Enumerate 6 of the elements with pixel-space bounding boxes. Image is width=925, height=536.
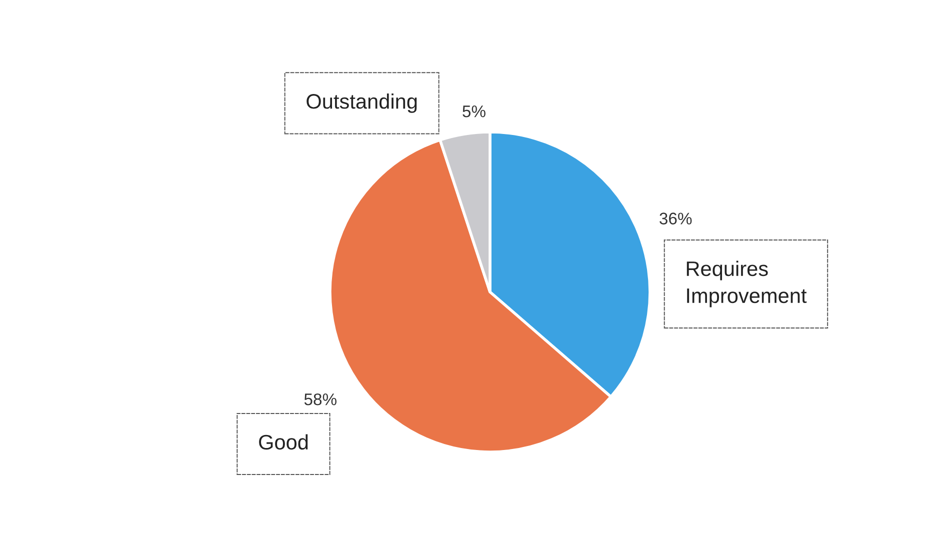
data-label: 5% — [462, 106, 486, 118]
slice-label: Outstanding — [306, 93, 417, 113]
slice-label: Good — [259, 434, 308, 450]
slice-label: Requires Improvement — [686, 260, 807, 308]
data-label: 58% — [304, 393, 336, 406]
data-label: 36% — [660, 212, 692, 224]
